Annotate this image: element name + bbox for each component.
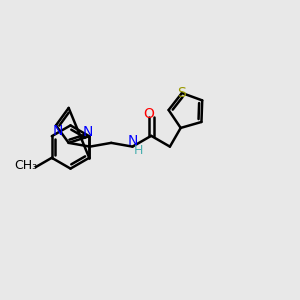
Text: O: O: [143, 107, 154, 121]
Text: H: H: [134, 144, 143, 157]
Text: N: N: [82, 125, 93, 139]
Text: N: N: [127, 134, 138, 148]
Text: S: S: [178, 86, 186, 100]
Text: CH₃: CH₃: [15, 159, 38, 172]
Text: N: N: [52, 124, 63, 138]
